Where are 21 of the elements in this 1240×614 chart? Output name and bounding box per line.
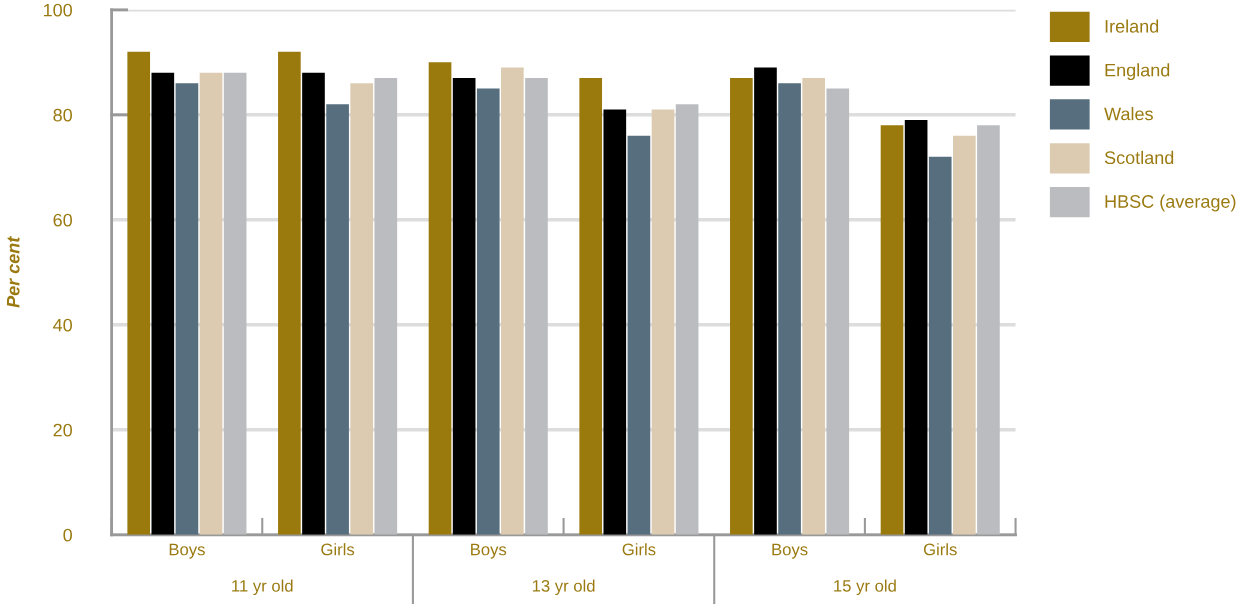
x-tick-label: Girls bbox=[321, 543, 355, 556]
x-tick-label: Boys bbox=[471, 543, 507, 559]
legend-label: HBSC (average) bbox=[1105, 194, 1236, 212]
y-tick-label: 100 bbox=[43, 3, 73, 17]
legend-label: England bbox=[1105, 63, 1170, 81]
x-tick-label: Girls bbox=[923, 543, 957, 556]
y-tick-label: 80 bbox=[53, 108, 73, 122]
text: 13 yr old bbox=[532, 579, 595, 596]
y-axis-title: Per cent bbox=[6, 236, 20, 308]
y-tick-label: 60 bbox=[53, 213, 73, 227]
text: 11 yr old bbox=[232, 579, 293, 596]
legend-label: Scotland bbox=[1104, 150, 1174, 165]
y-tick-label: 0 bbox=[63, 528, 73, 542]
x-tick-label: Boys bbox=[169, 543, 205, 559]
legend-label: Wales bbox=[1104, 107, 1153, 121]
y-tick-label: 20 bbox=[53, 423, 73, 437]
x-tick-label: Girls bbox=[622, 543, 656, 556]
x-tick-label: Boys bbox=[772, 543, 808, 559]
text: 15 yr old bbox=[834, 579, 896, 596]
y-tick-label: 40 bbox=[53, 318, 73, 332]
legend-label: Ireland bbox=[1105, 19, 1159, 33]
